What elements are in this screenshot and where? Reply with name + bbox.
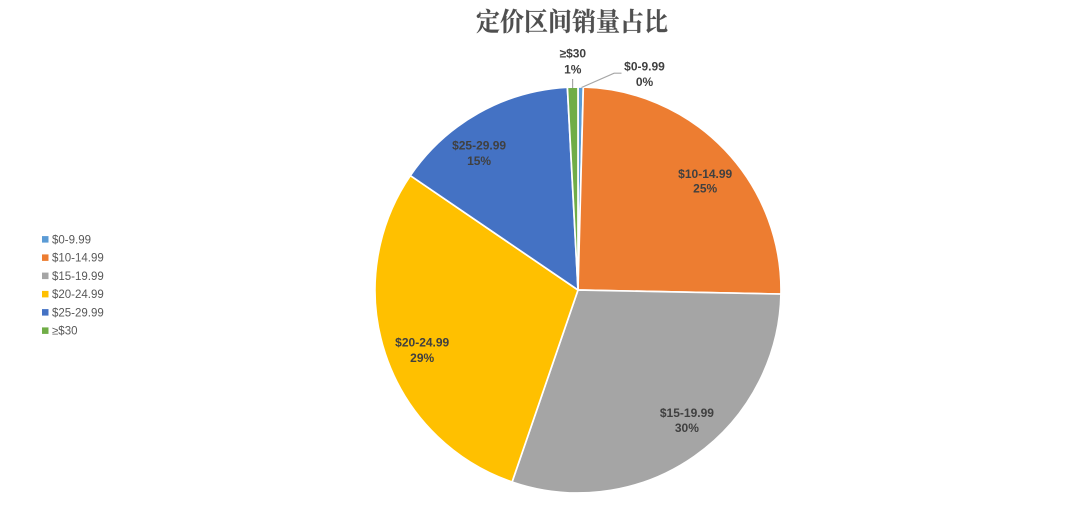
svg-text:$0-9.99: $0-9.99 bbox=[624, 60, 665, 74]
svg-text:≥$30: ≥$30 bbox=[559, 47, 586, 61]
svg-text:$20-24.99: $20-24.99 bbox=[52, 289, 104, 301]
svg-text:$25-29.99: $25-29.99 bbox=[452, 139, 506, 153]
svg-text:$15-19.99: $15-19.99 bbox=[52, 271, 104, 283]
svg-text:15%: 15% bbox=[467, 154, 491, 168]
svg-text:1%: 1% bbox=[564, 63, 582, 77]
svg-text:29%: 29% bbox=[410, 351, 434, 365]
svg-text:25%: 25% bbox=[693, 181, 717, 195]
svg-text:$10-14.99: $10-14.99 bbox=[52, 253, 104, 265]
svg-text:$25-29.99: $25-29.99 bbox=[52, 307, 104, 319]
svg-text:0%: 0% bbox=[636, 75, 654, 89]
svg-text:$20-24.99: $20-24.99 bbox=[395, 335, 449, 349]
svg-text:30%: 30% bbox=[675, 421, 699, 435]
svg-text:≥$30: ≥$30 bbox=[52, 326, 78, 338]
svg-text:$10-14.99: $10-14.99 bbox=[678, 167, 732, 181]
svg-text:$15-19.99: $15-19.99 bbox=[660, 406, 714, 420]
svg-text:$0-9.99: $0-9.99 bbox=[52, 234, 91, 246]
